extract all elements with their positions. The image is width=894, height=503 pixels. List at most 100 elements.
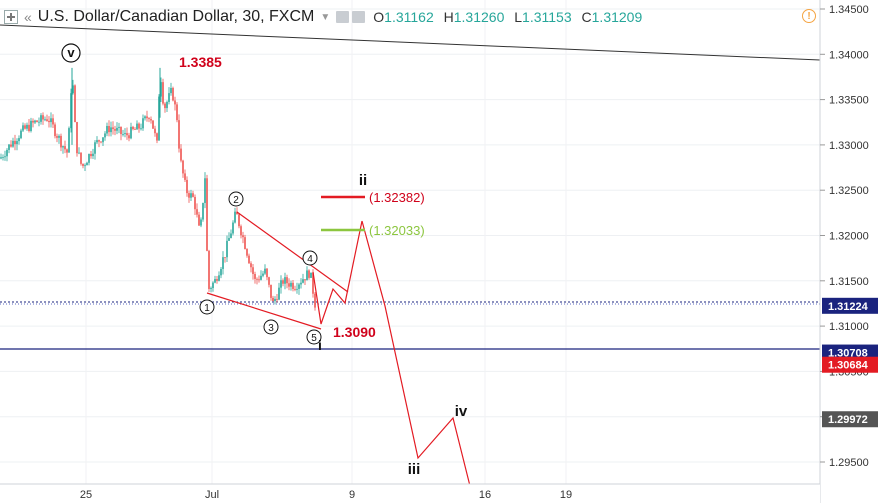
candle-body xyxy=(222,257,224,269)
candle-body xyxy=(188,193,190,198)
collapse-icon[interactable]: « xyxy=(24,9,32,25)
candle-body xyxy=(172,87,174,101)
candle-body xyxy=(212,282,214,289)
candle-body xyxy=(230,233,232,239)
candle-body xyxy=(104,133,106,138)
candle-body xyxy=(190,193,192,198)
marker-4-text: 4 xyxy=(307,254,313,265)
candle-body xyxy=(26,124,28,129)
candle-body xyxy=(24,125,26,129)
marker-2[interactable]: 2 xyxy=(228,191,244,207)
marker-3-text: 3 xyxy=(268,323,274,334)
date-tick-label: 9 xyxy=(349,489,355,501)
candle-body xyxy=(18,138,20,142)
candle-body xyxy=(310,272,312,278)
marker-1-text: 1 xyxy=(204,303,210,314)
price-tick-label: 1.31500 xyxy=(829,276,869,288)
candle-body xyxy=(60,135,62,148)
label-level-green: (1.32033) xyxy=(369,223,425,238)
open-label: O xyxy=(373,9,385,25)
symbol-title[interactable]: U.S. Dollar/Canadian Dollar, 30, FXCM xyxy=(37,8,315,25)
date-tick-label: 25 xyxy=(80,489,92,501)
candle-body xyxy=(244,237,246,250)
candle-body xyxy=(78,152,80,154)
candle-body xyxy=(84,165,86,167)
candle-body xyxy=(80,152,82,164)
triangle-lower-line[interactable] xyxy=(206,292,322,330)
candle-body xyxy=(250,263,252,268)
alert-icon[interactable]: ! xyxy=(802,9,816,23)
candle-body xyxy=(232,222,234,234)
wave-path-projection[interactable] xyxy=(361,220,472,491)
candle-body xyxy=(112,127,114,130)
candle-body xyxy=(224,257,226,259)
candle-body xyxy=(56,136,58,138)
candle-body xyxy=(36,120,38,123)
candle-body xyxy=(136,123,138,130)
crosshair-icon[interactable] xyxy=(4,10,18,24)
format-icon[interactable] xyxy=(352,11,366,23)
candle-body xyxy=(202,202,204,220)
candle-body xyxy=(260,275,262,280)
candle-body xyxy=(302,279,304,283)
candle-body xyxy=(20,130,22,139)
candle-body xyxy=(116,127,118,131)
candle-body xyxy=(100,141,102,143)
candle-body xyxy=(216,279,218,281)
date-tick-label: 16 xyxy=(479,489,491,501)
candle-body xyxy=(92,153,94,157)
marker-5[interactable]: 5 xyxy=(306,329,322,345)
candle-body xyxy=(272,297,274,302)
candle-body xyxy=(106,125,108,134)
price-axis[interactable]: 1.34500 1.34000 1.33500 1.33000 1.32500 1.320… xyxy=(819,0,894,503)
chevron-down-icon[interactable]: ▼ xyxy=(320,11,331,23)
trendline-upper[interactable] xyxy=(0,24,821,61)
close-label: C xyxy=(581,9,592,25)
settings-icon[interactable] xyxy=(336,11,350,23)
candle-body xyxy=(148,118,150,120)
triangle-upper-line[interactable] xyxy=(236,211,349,293)
candle-body xyxy=(124,133,126,135)
time-axis[interactable]: 25 Jul 9 16 19 xyxy=(0,483,820,503)
candle-body xyxy=(28,124,30,132)
candle-body xyxy=(210,288,212,289)
label-low: 1.3090 xyxy=(333,324,376,340)
candle-body xyxy=(182,160,184,174)
candle-body xyxy=(16,141,18,145)
candle-body xyxy=(164,103,166,109)
candle-body xyxy=(160,82,162,97)
candle-body xyxy=(120,126,122,135)
candle-body xyxy=(0,157,2,159)
marker-v[interactable]: v xyxy=(61,43,81,63)
candle-body xyxy=(142,118,144,129)
marker-3[interactable]: 3 xyxy=(263,319,279,335)
candle-body xyxy=(130,126,132,139)
candle-body xyxy=(280,280,282,288)
candle-body xyxy=(86,162,88,166)
candle-body xyxy=(34,120,36,123)
candle-body xyxy=(76,122,78,154)
candle-body xyxy=(256,278,258,280)
candle-body xyxy=(238,214,240,227)
candle-body xyxy=(194,196,196,210)
candle-body xyxy=(252,267,254,274)
wave-path-small[interactable] xyxy=(312,220,363,325)
open-value: 1.31162 xyxy=(384,9,434,25)
candle-body xyxy=(154,128,156,134)
candle-body xyxy=(196,209,198,215)
candle-body xyxy=(152,120,154,129)
candle-body xyxy=(314,293,316,308)
marker-v-text: v xyxy=(67,45,75,60)
date-tick-label: Jul xyxy=(205,489,219,501)
candle-body xyxy=(42,115,44,120)
marker-4[interactable]: 4 xyxy=(302,250,318,266)
candle-body xyxy=(64,146,66,150)
candle-body xyxy=(118,126,120,128)
candle-body xyxy=(128,135,130,139)
marker-1[interactable]: 1 xyxy=(199,299,215,315)
high-value: 1.31260 xyxy=(453,9,505,25)
low-value: 1.31153 xyxy=(522,9,572,25)
candle-body xyxy=(312,272,314,294)
candle-body xyxy=(228,238,230,241)
